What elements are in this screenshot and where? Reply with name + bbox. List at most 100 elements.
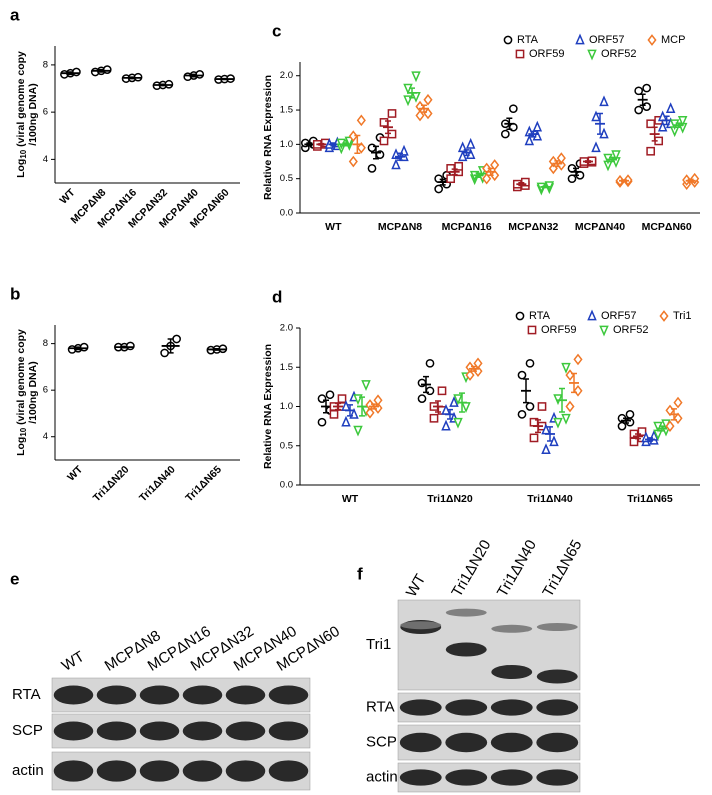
data-point — [379, 136, 389, 146]
legend-label: ORF59 — [529, 48, 564, 60]
data-point — [642, 102, 652, 111]
x-tick-label: WT — [57, 186, 77, 206]
error-bar — [342, 142, 349, 147]
data-point — [634, 86, 644, 96]
x-tick-label: Tri1ΔN20 — [427, 493, 473, 505]
legend-marker — [515, 49, 525, 59]
blot-band — [53, 685, 94, 705]
data-point — [532, 129, 543, 141]
data-point — [348, 130, 358, 142]
error-bar — [571, 372, 577, 394]
data-point — [72, 67, 81, 77]
data-point — [657, 120, 668, 132]
data-point — [561, 413, 571, 425]
legend-label: ORF57 — [589, 34, 624, 46]
data-point — [353, 425, 363, 437]
data-point — [429, 413, 439, 423]
data-point — [454, 161, 464, 171]
error-bar — [335, 402, 341, 411]
error-bar — [518, 182, 525, 187]
error-bar — [423, 375, 429, 394]
error-bar — [435, 400, 441, 413]
error-bar — [506, 117, 513, 131]
blot-band — [96, 721, 137, 741]
error-bar — [635, 433, 641, 440]
blot-band — [139, 721, 180, 741]
error-bar — [167, 338, 174, 354]
y-tick-label: 0.0 — [280, 480, 293, 491]
blot-band — [268, 721, 309, 741]
error-bar — [121, 345, 128, 349]
y-tick-label: 1.0 — [280, 139, 293, 150]
blot-strip — [51, 751, 311, 791]
data-point — [126, 341, 135, 351]
data-point — [449, 396, 459, 407]
blot-band — [445, 769, 488, 786]
error-bar — [663, 115, 670, 126]
y-axis-label: /100ng DNA) — [27, 83, 39, 145]
data-point — [391, 158, 401, 170]
blot-band — [536, 732, 579, 753]
legend-label: ORF57 — [601, 310, 636, 322]
error-bar — [451, 168, 458, 176]
data-point — [344, 136, 355, 148]
data-point — [525, 402, 535, 411]
panel-label: d — [272, 287, 282, 306]
blot-band — [268, 760, 309, 782]
legend-marker — [587, 49, 597, 61]
blot-band — [268, 685, 309, 705]
error-bar — [471, 365, 477, 372]
data-point — [417, 378, 427, 388]
panel-label: b — [10, 284, 20, 303]
error-bar — [530, 130, 537, 138]
y-tick-label: 0.0 — [280, 208, 293, 219]
x-tick-label: WT — [65, 463, 85, 483]
error-bar — [221, 77, 228, 81]
data-point — [529, 433, 539, 443]
error-bar — [463, 149, 470, 157]
data-point — [425, 358, 435, 368]
data-point — [341, 415, 351, 427]
error-bar — [67, 71, 74, 76]
data-point — [625, 410, 635, 419]
blot-band — [96, 685, 137, 705]
data-point — [453, 394, 463, 406]
error-bar — [623, 417, 629, 424]
data-point — [537, 402, 547, 411]
blot-band — [536, 699, 579, 716]
data-point — [317, 417, 327, 427]
y-axis-label-part: 10 — [19, 427, 28, 436]
legend-marker — [659, 310, 669, 322]
y-tick-label: 6 — [43, 385, 48, 396]
legend-marker — [527, 325, 537, 335]
data-point — [591, 110, 601, 122]
data-point — [415, 100, 425, 113]
blot-band — [399, 732, 442, 753]
error-bar — [306, 142, 313, 147]
data-point — [356, 141, 366, 154]
error-bar — [159, 83, 166, 87]
error-bar — [671, 408, 677, 421]
legend-marker — [503, 35, 513, 45]
blot-band — [139, 760, 180, 782]
error-bar — [523, 378, 529, 404]
data-point — [567, 174, 577, 184]
x-tick-label: Tri1ΔN40 — [527, 493, 573, 505]
error-bar — [409, 87, 415, 99]
x-tick-label: WT — [325, 221, 342, 233]
error-bar — [639, 93, 646, 106]
blot-band — [490, 769, 533, 786]
row-label: SCP — [12, 722, 43, 739]
data-point — [646, 146, 656, 156]
blot-band — [536, 623, 578, 631]
x-tick-label: Tri1ΔN40 — [137, 463, 178, 504]
y-tick-label: 4 — [43, 431, 48, 442]
y-axis-label-part: 10 — [19, 149, 28, 158]
y-axis-label: /100ng DNA) — [27, 361, 39, 423]
legend-marker — [587, 309, 597, 321]
panel-label: f — [357, 564, 363, 583]
error-bar — [129, 76, 136, 80]
y-axis-label-part: (viral genome copy — [15, 329, 27, 428]
error-bar — [373, 145, 379, 160]
lane-label: WT — [59, 648, 88, 675]
